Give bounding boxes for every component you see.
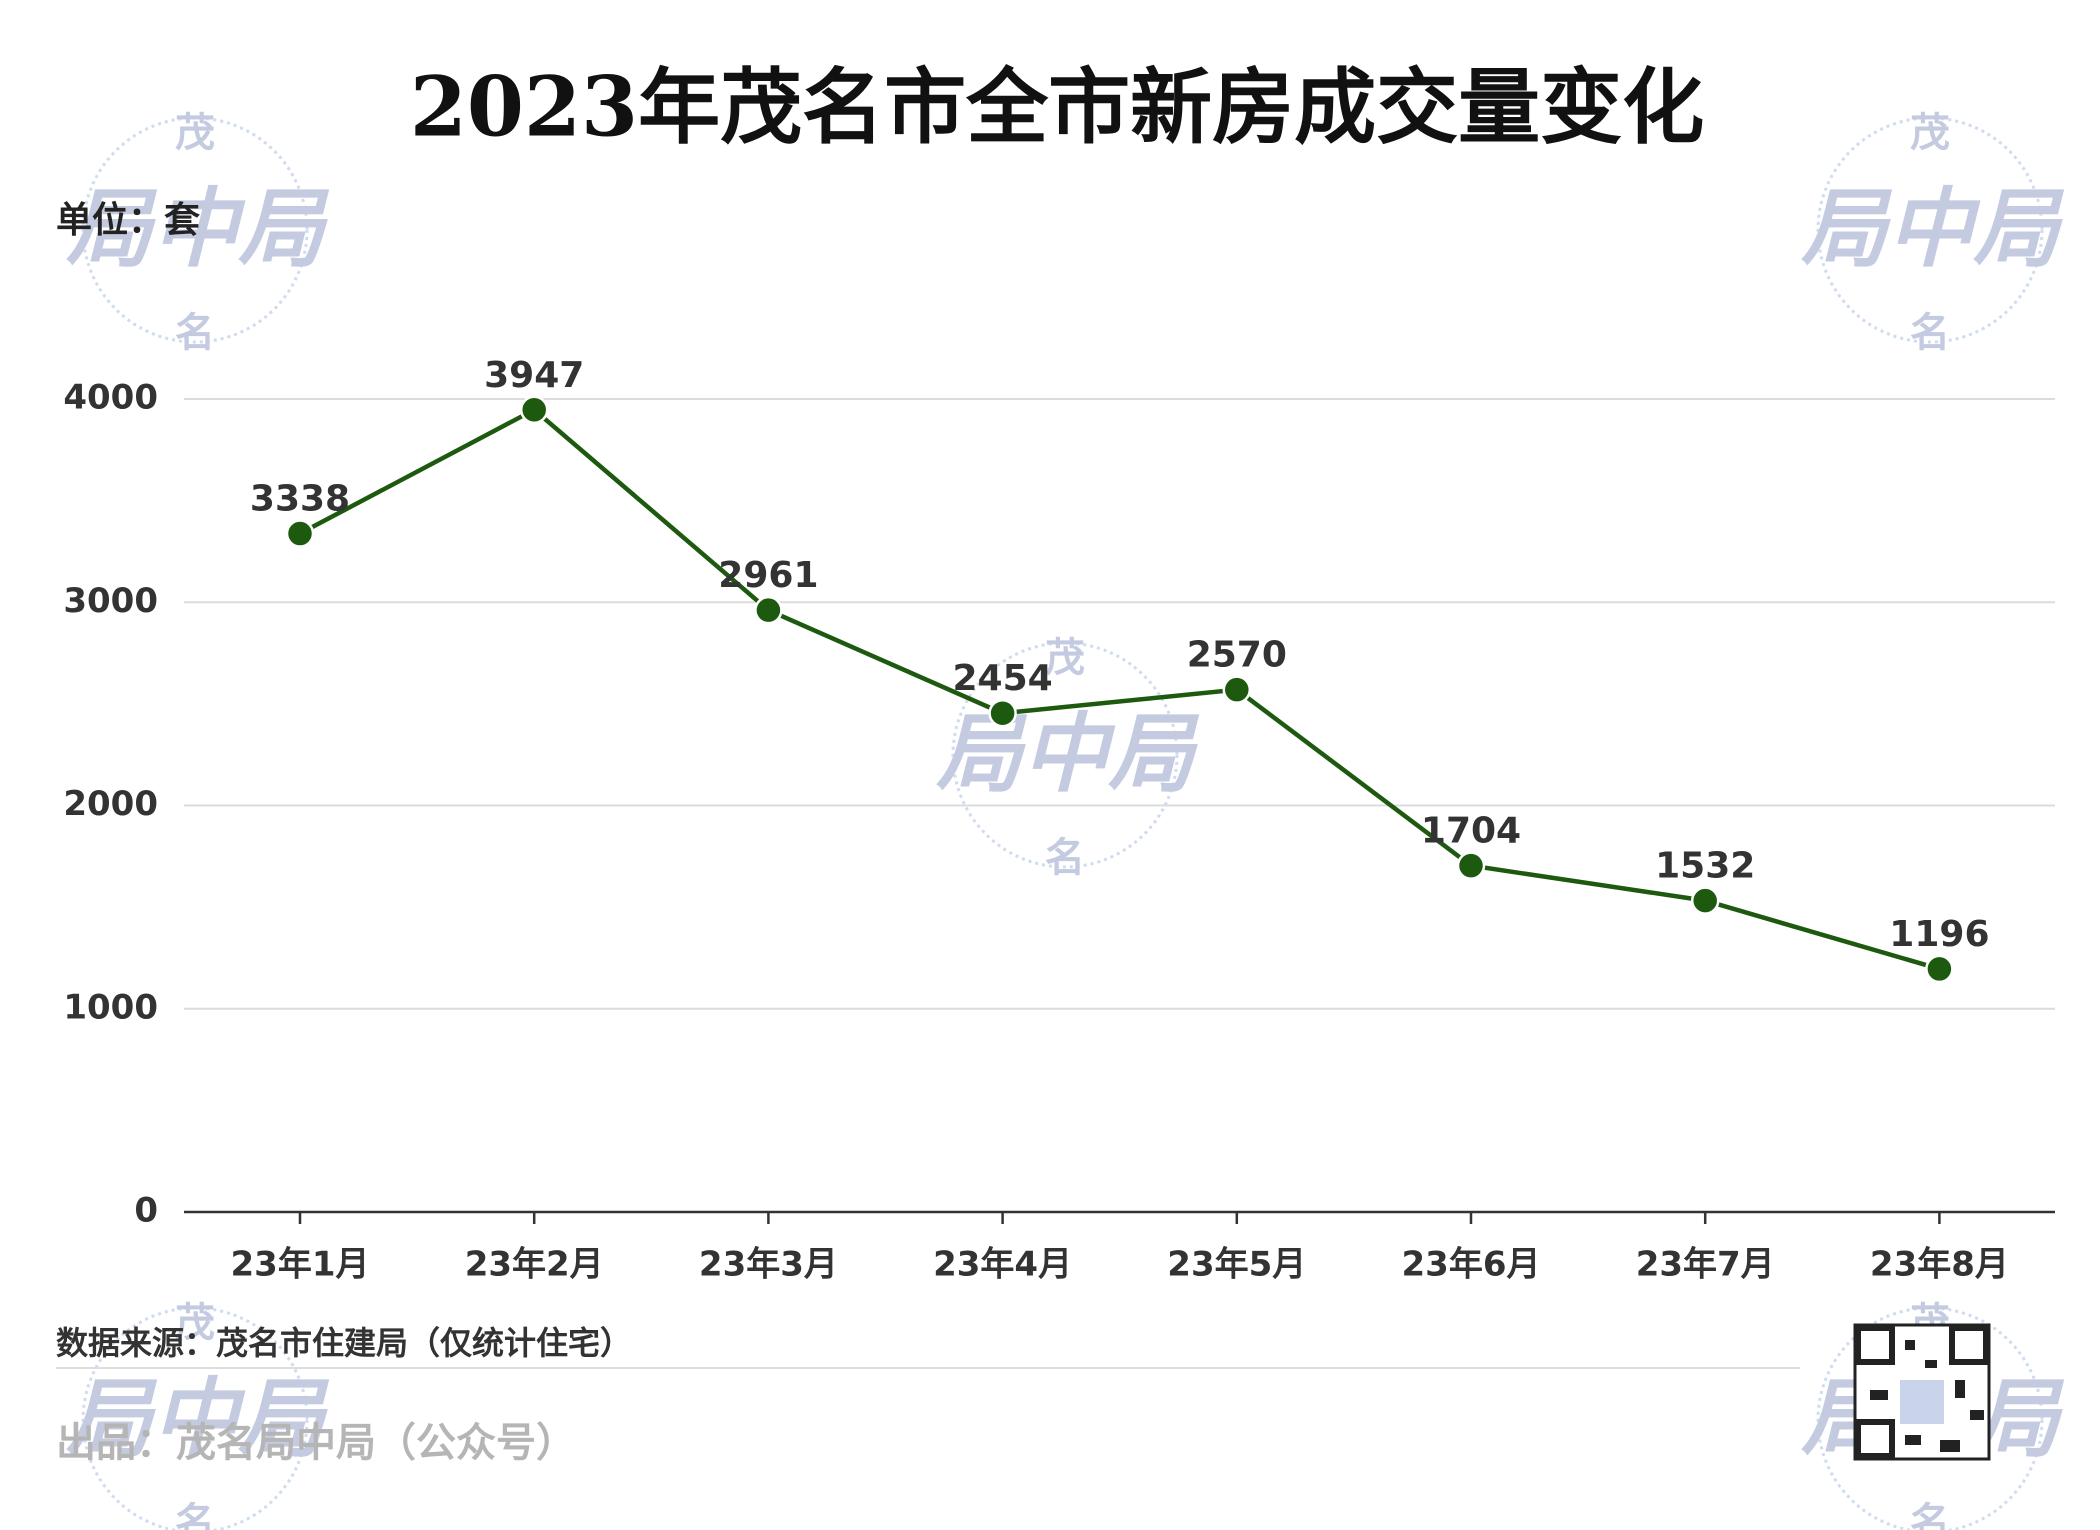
unit-label: 单位：套 [56, 200, 200, 241]
watermark-text: 局中局 [66, 179, 330, 279]
watermark-text: 茂 [175, 110, 215, 156]
y-tick-label: 1000 [63, 987, 158, 1027]
data-label: 3338 [250, 479, 350, 520]
data-label: 2454 [952, 658, 1052, 699]
x-tick-label: 23年4月 [933, 1245, 1072, 1285]
data-point [1925, 954, 1954, 984]
watermark-ring [951, 641, 1179, 869]
data-label: 2961 [718, 555, 818, 596]
data-point [519, 395, 549, 425]
x-tick-label: 23年1月 [231, 1245, 370, 1285]
data-point [285, 519, 315, 548]
watermark-text: 局中局 [936, 704, 1200, 804]
watermark-ring [1816, 116, 2044, 344]
watermark-ring [1816, 1306, 2044, 1530]
x-tick-label: 23年3月 [699, 1245, 838, 1285]
data-line [298, 407, 1941, 972]
watermark-text: 局中局 [1801, 179, 2065, 279]
watermark-text: 茂 [1910, 110, 1950, 156]
x-tick-label: 23年7月 [1636, 1245, 1775, 1285]
y-tick-label: 2000 [63, 784, 158, 824]
data-label: 1196 [1889, 914, 1989, 955]
watermark-text: 茂 [1045, 635, 1085, 681]
qr-code [1853, 1323, 1991, 1461]
watermark-ring [81, 1306, 309, 1530]
chart-title: 2023年茂名市全市新房成交量变化 [410, 59, 1704, 155]
y-tick-label: 4000 [63, 378, 158, 418]
watermark-text: 局中局 [66, 1369, 330, 1469]
data-point [1456, 851, 1486, 880]
y-tick-label: 0 [134, 1191, 158, 1231]
source-note: 数据来源：茂名市住建局（仅统计住宅） [56, 1324, 632, 1362]
publisher-note: 出品：茂名局中局（公众号） [56, 1420, 576, 1466]
x-tick-label: 23年2月 [465, 1245, 604, 1285]
watermark-text: 名 [1045, 835, 1085, 881]
watermark-text: 名 [1910, 310, 1950, 356]
data-point [1222, 675, 1252, 704]
y-tick-label: 3000 [63, 581, 158, 621]
data-point [1690, 886, 1720, 915]
data-point [754, 595, 783, 625]
x-tick-label: 23年5月 [1167, 1245, 1306, 1285]
data-label: 1704 [1421, 811, 1521, 852]
watermark-text: 名 [175, 1500, 215, 1530]
x-tick-label: 23年8月 [1870, 1245, 2009, 1285]
watermark-text: 名 [175, 310, 215, 356]
data-label: 1532 [1655, 846, 1755, 887]
watermark-text: 茂 [175, 1300, 215, 1346]
watermarks: 茂局中局名茂局中局名茂局中局名茂局中局名茂局中局名 [66, 110, 2065, 1530]
watermark-ring [81, 116, 309, 344]
data-label: 3947 [484, 355, 584, 396]
data-label: 2570 [1187, 635, 1287, 676]
watermark-text: 名 [1910, 1500, 1950, 1530]
data-point [988, 698, 1017, 728]
x-tick-label: 23年6月 [1402, 1245, 1541, 1285]
